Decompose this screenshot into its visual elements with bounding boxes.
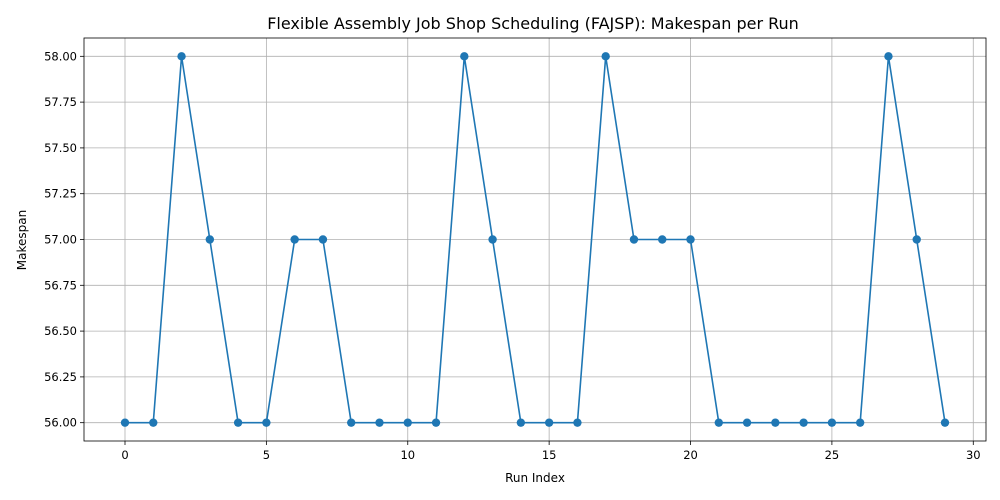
y-tick-label: 57.25 <box>44 187 77 201</box>
makespan-data-point <box>658 235 667 244</box>
makespan-data-point <box>460 52 469 61</box>
makespan-data-point <box>601 52 610 61</box>
ticks-layer: 0 5 10 15 20 25 30 56.00 56.25 56.50 56.75 57.00 57.… <box>44 49 981 462</box>
makespan-series-line <box>125 56 946 424</box>
makespan-data-point <box>120 418 130 427</box>
y-tick-label: 56.25 <box>44 370 77 384</box>
x-tick-label: 30 <box>966 448 981 462</box>
y-tick-label: 57.75 <box>44 95 77 109</box>
makespan-data-point <box>827 418 837 427</box>
y-tick-label: 57.50 <box>44 141 77 155</box>
makespan-data-point <box>544 418 554 427</box>
x-tick-label: 0 <box>121 448 128 462</box>
chart-title: Flexible Assembly Job Shop Scheduling (F… <box>267 14 799 33</box>
makespan-data-point <box>714 418 723 427</box>
makespan-data-point <box>940 418 950 427</box>
makespan-data-point <box>686 235 695 244</box>
makespan-data-point <box>884 52 893 61</box>
makespan-data-point <box>855 418 865 427</box>
makespan-data-point <box>629 235 639 244</box>
makespan-data-point <box>573 418 582 427</box>
makespan-data-point <box>516 418 526 427</box>
y-tick-label: 57.00 <box>44 233 77 247</box>
y-tick-label: 56.00 <box>44 416 77 430</box>
makespan-data-point <box>771 418 780 427</box>
x-tick-label: 10 <box>400 448 415 462</box>
series-layer <box>120 52 950 427</box>
makespan-data-point <box>431 418 441 427</box>
y-axis-label: Makespan <box>15 210 29 270</box>
x-tick-label: 25 <box>825 448 840 462</box>
makespan-data-point <box>290 235 299 244</box>
x-axis-label: Run Index <box>505 471 565 485</box>
makespan-data-point <box>262 418 271 427</box>
makespan-data-point <box>375 418 384 427</box>
x-tick-label: 20 <box>683 448 698 462</box>
makespan-data-point <box>488 235 497 244</box>
makespan-data-point <box>347 418 356 427</box>
y-tick-label: 56.75 <box>44 278 77 292</box>
makespan-data-point <box>799 418 808 427</box>
x-tick-label: 15 <box>542 448 557 462</box>
makespan-data-point <box>403 418 412 427</box>
y-tick-label: 58.00 <box>44 49 77 63</box>
makespan-data-point <box>205 235 215 244</box>
grid-layer <box>84 38 986 441</box>
makespan-data-point <box>318 235 328 244</box>
makespan-data-point <box>177 52 186 61</box>
makespan-data-point <box>233 418 243 427</box>
makespan-data-point <box>742 418 752 427</box>
makespan-data-point <box>912 235 921 244</box>
makespan-data-point <box>149 418 158 427</box>
y-tick-label: 56.50 <box>44 324 77 338</box>
x-tick-label: 5 <box>263 448 270 462</box>
